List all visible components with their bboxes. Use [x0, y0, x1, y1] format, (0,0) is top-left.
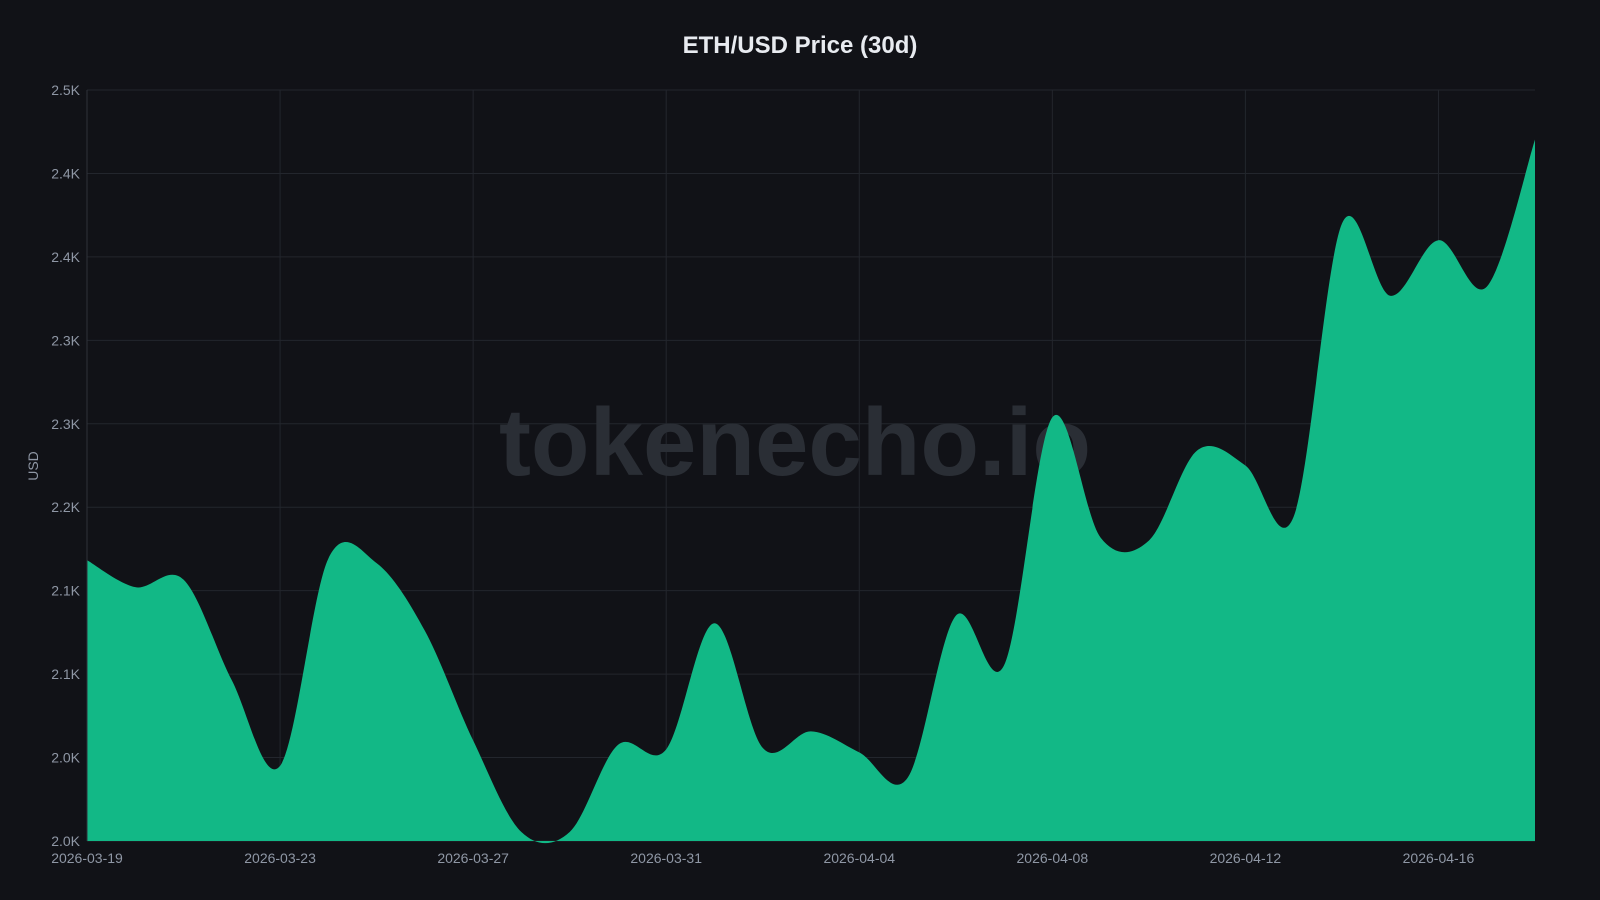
y-axis-ticks: 2.0K 2.0K 2.1K 2.1K 2.2K 2.3K 2.3K 2.4K 2.4K 2.5K: [51, 82, 80, 849]
price-area: [87, 139, 1535, 844]
x-axis-ticks: 2026-03-19 2026-03-23 2026-03-27 2026-03-31…: [51, 850, 1474, 866]
y-tick-label: 2.1K: [51, 583, 80, 599]
x-tick-label: 2026-04-12: [1210, 850, 1282, 866]
watermark: tokenecho.io: [499, 389, 1091, 496]
x-tick-label: 2026-03-23: [244, 850, 316, 866]
x-tick-label: 2026-03-31: [630, 850, 702, 866]
y-tick-label: 2.1K: [51, 666, 80, 682]
x-tick-label: 2026-03-27: [437, 850, 509, 866]
y-tick-label: 2.3K: [51, 332, 80, 348]
y-tick-label: 2.3K: [51, 416, 80, 432]
x-tick-label: 2026-04-08: [1017, 850, 1089, 866]
x-tick-label: 2026-04-04: [823, 850, 895, 866]
x-tick-label: 2026-03-19: [51, 850, 123, 866]
y-tick-label: 2.0K: [51, 833, 80, 849]
y-tick-label: 2.4K: [51, 165, 80, 181]
y-tick-label: 2.0K: [51, 750, 80, 766]
y-axis-label: USD: [25, 451, 41, 481]
y-tick-label: 2.2K: [51, 499, 80, 515]
chart-title: ETH/USD Price (30d): [682, 32, 918, 59]
y-tick-label: 2.5K: [51, 82, 80, 98]
x-tick-label: 2026-04-16: [1403, 850, 1475, 866]
y-tick-label: 2.4K: [51, 249, 80, 265]
